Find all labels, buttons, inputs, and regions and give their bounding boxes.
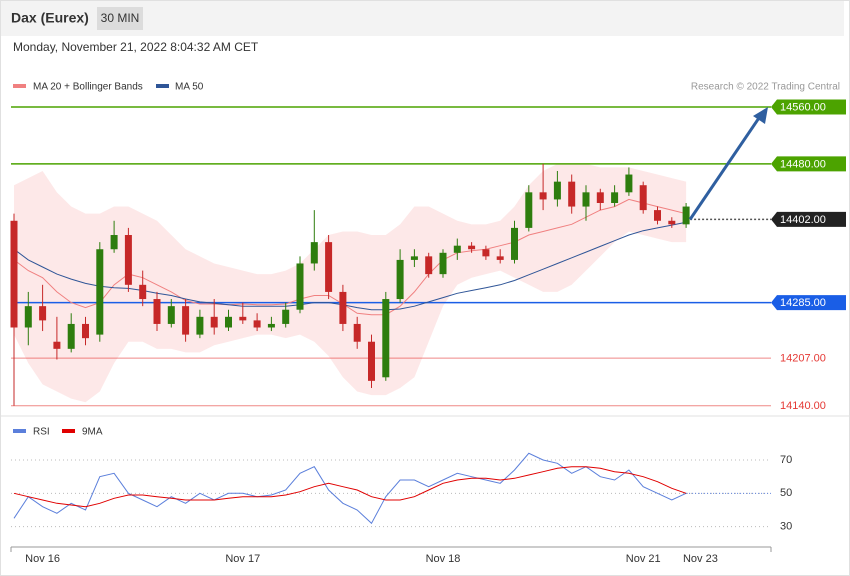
legend-label: MA 50 [175, 82, 204, 93]
chart-title: Dax (Eurex) [11, 10, 89, 26]
legend-swatch [13, 429, 26, 433]
legend-swatch [156, 84, 169, 88]
candle-body [67, 323, 75, 349]
candle-body [296, 263, 304, 310]
legend-swatch [13, 84, 26, 88]
level-label-bg [771, 99, 846, 115]
candle-body [439, 252, 447, 275]
candle-body [239, 316, 247, 321]
candle-body [639, 185, 647, 211]
candle-body [353, 323, 361, 342]
candle-body [210, 316, 218, 328]
candle-body [10, 220, 18, 328]
y-tick-label: 50 [780, 487, 792, 499]
candle-body [53, 341, 61, 349]
candle-body [368, 341, 375, 381]
candle-body [654, 210, 661, 221]
forecast-arrow [688, 114, 763, 221]
x-tick-label: Nov 18 [426, 553, 461, 565]
legend-label: MA 20 + Bollinger Bands [33, 82, 143, 93]
candle-body [124, 235, 132, 285]
legend-label: 9MA [82, 427, 103, 438]
candle-body [568, 181, 576, 207]
level-label: 14480.00 [780, 158, 826, 170]
level-label-bg [771, 295, 846, 311]
indicator-line [13, 452, 687, 525]
candle-body [153, 299, 161, 324]
candle-body [553, 181, 561, 200]
candle-body [253, 320, 261, 328]
x-tick-label: Nov 23 [683, 553, 718, 565]
candle-body [625, 174, 633, 193]
candle-body [511, 227, 518, 260]
level-label-bg [771, 156, 846, 172]
candle-body [468, 245, 476, 250]
y-tick-label: 70 [780, 454, 792, 466]
candle-body [339, 291, 347, 324]
credit: Research © 2022 Trading Central [691, 82, 840, 93]
candle-body [110, 235, 118, 250]
candle-body [525, 192, 533, 228]
timeframe-badge[interactable] [97, 7, 143, 30]
y-tick-label: 30 [780, 521, 792, 533]
candle-body [310, 242, 318, 264]
legend-swatch [62, 429, 75, 433]
candle-body [482, 249, 490, 257]
candle-body [453, 245, 461, 253]
level-label: 14560.00 [780, 101, 826, 113]
level-label: 14285.00 [780, 297, 826, 309]
candle-body [196, 316, 204, 335]
candle-body [182, 306, 190, 335]
level-label: 14402.00 [780, 214, 826, 226]
forecast-arrowhead [753, 106, 768, 124]
level-label: 14140.00 [780, 400, 826, 412]
candle-body [539, 192, 547, 200]
candle-body [496, 256, 504, 260]
candle-body [611, 192, 619, 203]
candle-body [382, 299, 390, 378]
candle-body [325, 242, 333, 292]
timestamp: Monday, November 21, 2022 8:04:32 AM CET [13, 40, 259, 54]
x-tick-label: Nov 16 [25, 553, 60, 565]
x-tick-label: Nov 21 [626, 553, 661, 565]
candle-body [682, 206, 690, 225]
candle-body [668, 220, 676, 225]
moving-average [13, 221, 687, 311]
candle-body [39, 306, 47, 321]
candle-body [167, 306, 175, 324]
indicator-line [13, 466, 687, 508]
candle-body [596, 192, 604, 203]
candle-body [410, 256, 418, 260]
candle-body [24, 306, 32, 328]
candle-body [96, 249, 104, 335]
level-label-bg [771, 211, 846, 227]
legend-label: RSI [33, 427, 50, 438]
candle-body [267, 323, 275, 328]
candle-body [282, 309, 290, 324]
candle-body [396, 259, 404, 300]
candle-body [582, 192, 590, 207]
candle-body [225, 316, 232, 328]
candle-body [425, 256, 433, 275]
candle-body [139, 284, 147, 300]
level-label: 14207.00 [780, 352, 826, 364]
bollinger-band [14, 163, 687, 403]
timeframe: 30 MIN [101, 11, 140, 25]
candle-body [82, 323, 89, 339]
x-tick-label: Nov 17 [225, 553, 260, 565]
